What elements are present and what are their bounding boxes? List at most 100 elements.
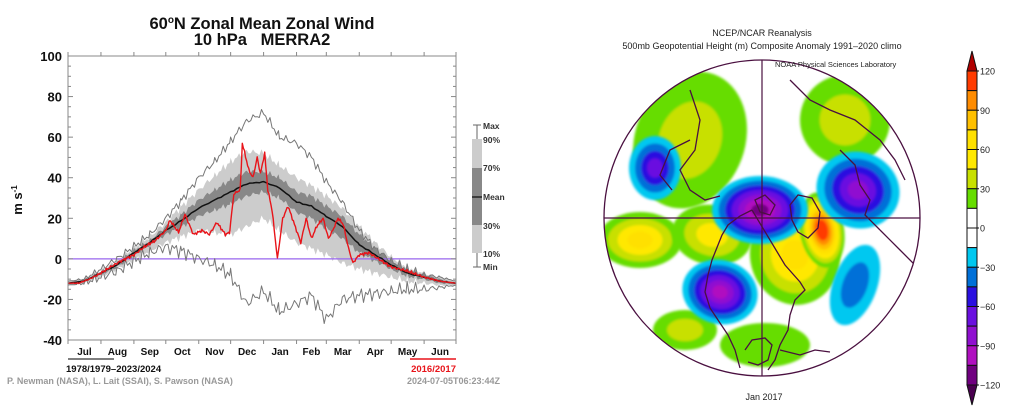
coast-arctic-islands [754, 194, 776, 216]
coast-kamchatka [659, 139, 691, 191]
climatology-label: 1978/1979–2023/2024 [66, 364, 162, 375]
x-tick-label: Oct [174, 347, 191, 358]
coast-caribbean [779, 349, 831, 356]
geopotential-anomaly-map: NCEP/NCAR Reanalysis 500mb Geopotential … [603, 28, 1000, 406]
legend-label-max: Max [483, 121, 500, 131]
coastlines [659, 79, 919, 371]
colorbar-bin [966, 247, 978, 268]
x-axis: Jul Aug Sep Oct Nov Dec Jan Feb Mar Apr May Jun [67, 52, 457, 358]
y-tick-label: 60 [48, 130, 62, 145]
contour-level [818, 224, 826, 236]
colorbar-bin [966, 70, 978, 92]
y-tick-label: 40 [48, 171, 62, 186]
y-tick-label: 20 [48, 211, 62, 226]
legend-label-10: 10% [483, 249, 500, 259]
y-tick-label: 100 [40, 49, 62, 64]
map-title: NCEP/NCAR Reanalysis [712, 28, 812, 38]
anomaly-central-atlantic [829, 244, 881, 326]
x-tick-label: Nov [205, 347, 224, 358]
colorbar-bin [966, 168, 978, 190]
x-tick-label: Jun [431, 347, 449, 358]
legend-label-70: 70% [483, 163, 500, 173]
colorbar-tick-label: 30 [980, 184, 990, 194]
legend-label-90: 90% [483, 135, 500, 145]
contour-level [781, 239, 809, 271]
contour-level [712, 285, 728, 299]
x-tick-label: Aug [108, 347, 127, 358]
anomaly-east-pacific [653, 310, 717, 350]
x-tick-label: Feb [303, 347, 321, 358]
y-tick-label: -40 [43, 333, 62, 348]
colorbar-tick-label: 0 [980, 224, 985, 234]
colorbar-over-arrow [966, 50, 978, 72]
x-tick-label: Mar [334, 347, 352, 358]
chart-title-degree: o [168, 15, 174, 26]
band-30-70 [68, 168, 456, 285]
timestamp-text: 2024-07-05T06:23:44Z [407, 376, 501, 386]
colorbar-tick-label: 90 [980, 106, 990, 116]
colorbar-bin [966, 188, 978, 209]
percentile-bands [68, 149, 456, 287]
series-lines [67, 109, 457, 324]
coast-greenland [789, 194, 821, 239]
colorbar-bin [966, 345, 978, 366]
contour-level [847, 180, 869, 200]
x-tick-label: Dec [238, 347, 257, 358]
coast-asia [679, 89, 721, 201]
y-tick-label: -20 [43, 292, 62, 307]
colorbar-bin [966, 149, 978, 170]
colorbar-bin [966, 286, 978, 307]
x-tick-label: May [398, 347, 418, 358]
contour-level [647, 158, 663, 178]
anomaly-pacific-high [604, 212, 682, 268]
y-axis-label-sup: -1 [10, 185, 19, 193]
y-axis: 100 80 60 40 20 0 -20 -40 [40, 49, 456, 348]
map-source: NOAA Physical Sciences Laboratory [775, 60, 897, 69]
year-label: 2016/2017 [411, 364, 456, 375]
legend-label-min: Min [483, 262, 498, 272]
x-tick-label: Jan [271, 347, 288, 358]
mean-line [67, 180, 457, 284]
coast-europe [789, 79, 906, 181]
x-tick-label: Sep [141, 347, 159, 358]
legend: Max 90% 70% Mean 30% 10% Min [472, 121, 505, 272]
y-tick-label: 80 [48, 90, 62, 105]
colorbar-bin [966, 129, 978, 150]
coast-gulf-mexico [744, 337, 773, 366]
colorbar-under-arrow [966, 384, 978, 406]
credit-text: P. Newman (NASA), L. Lait (SSAI), S. Paw… [7, 376, 233, 386]
colorbar-bin [966, 227, 978, 249]
colorbar-bin [966, 364, 978, 386]
legend-label-mean: Mean [483, 192, 505, 202]
colorbar-tick-label: 120 [980, 67, 995, 77]
chart-title-prefix: 60 [149, 15, 167, 33]
map-boundary [603, 59, 921, 377]
colorbar-bin [966, 266, 978, 288]
zonal-wind-chart: 60oN Zonal Mean Zonal Wind 10 hPa MERRA2… [7, 15, 505, 386]
colorbar-bin [966, 325, 978, 347]
contour-level [840, 262, 870, 308]
chart-title: 60oN Zonal Mean Zonal Wind [149, 15, 374, 33]
y-axis-label-main: m s [10, 192, 25, 214]
anomaly-western-us [682, 259, 758, 325]
min-line [67, 243, 456, 324]
contour-level [819, 94, 871, 146]
colorbar: 120 90 60 30 0 −30 −60 −90 −120 [966, 50, 1000, 406]
contour-level [666, 318, 704, 342]
colorbar-bin [966, 109, 978, 131]
coast-north-america-east [751, 209, 806, 371]
colorbar-bin [966, 90, 978, 111]
colorbar-bin [966, 207, 978, 229]
year-2016-2017-line [68, 142, 457, 285]
coast-north-america-west [704, 209, 753, 369]
legend-label-30: 30% [483, 221, 500, 231]
colorbar-tick-label: −60 [980, 302, 995, 312]
colorbar-tick-label: −90 [980, 341, 995, 351]
x-tick-label: Jul [77, 347, 92, 358]
anomaly-arctic [712, 176, 808, 244]
map-date-label: Jan 2017 [745, 392, 782, 402]
chart-title-suffix: N Zonal Mean Zonal Wind [174, 15, 375, 33]
y-axis-label: m s-1 [10, 185, 25, 215]
colorbar-tick-label: −30 [980, 263, 995, 273]
